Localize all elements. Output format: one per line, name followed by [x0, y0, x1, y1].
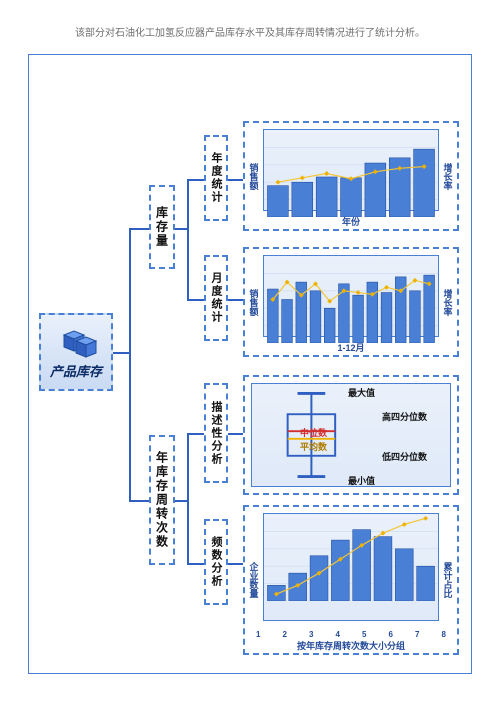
connector [129, 228, 131, 500]
chart-annual: 销售额 增长率 年份 [243, 121, 459, 231]
leaf-frequency-analysis: 频数分析 [204, 519, 228, 605]
tick-label: 5 [362, 630, 366, 639]
connector [113, 352, 129, 354]
root-node-product-inventory: 产品库存 [39, 313, 113, 391]
label-max: 最大值 [348, 386, 375, 399]
page-title: 该部分对石油化工加氢反应器产品库存水平及其库存周转情况进行了统计分析。 [0, 24, 500, 39]
x-label: 1-12月 [245, 341, 457, 354]
y-right-label: 增长率 [441, 249, 455, 355]
connector [187, 433, 189, 563]
label-mean: 平均数 [300, 440, 327, 453]
plot-area [263, 255, 439, 337]
plot-area [263, 129, 439, 211]
connector [187, 433, 204, 435]
boxplot-svg [252, 384, 450, 486]
label-q3: 高四分位数 [382, 410, 427, 423]
category-ticks: 1 2 3 4 5 6 7 8 [245, 630, 457, 639]
bars-svg [264, 130, 438, 217]
leaf-descriptive-analysis: 描述性分析 [204, 383, 228, 483]
connector [129, 500, 149, 502]
tick-label: 3 [309, 630, 313, 639]
plot-area: 最大值 高四分位数 中位数 平均数 低四分位数 最小值 [251, 383, 451, 487]
x-label: 年份 [245, 215, 457, 228]
x-label: 按年库存周转次数大小分组 [245, 639, 457, 652]
y-left-label: 销售额 [247, 249, 261, 355]
chart-boxplot: 最大值 高四分位数 中位数 平均数 低四分位数 最小值 [243, 375, 459, 495]
leaf-monthly-stats: 月度统计 [204, 255, 228, 341]
tick-label: 4 [336, 630, 340, 639]
tick-label: 8 [442, 630, 446, 639]
connector [228, 563, 243, 565]
label-min: 最小值 [348, 474, 375, 487]
connector [175, 500, 187, 502]
tick-label: 2 [283, 630, 287, 639]
label-median: 中位数 [300, 426, 327, 439]
connector [187, 179, 189, 299]
plot-area [263, 513, 439, 621]
diagram-frame: 产品库存 库存量 年库存周转次数 年度统计 月度统计 描述性分析 频数分析 销售… [28, 54, 472, 674]
bars-svg [264, 256, 438, 343]
chart-frequency: 企业数量 累计占比 12345678 按年库存周转次数大小分组 [243, 505, 459, 655]
connector [175, 228, 187, 230]
chart-monthly: 销售额 增长率 1-12月 [243, 247, 459, 357]
tick-label: 6 [389, 630, 393, 639]
y-right-label: 增长率 [441, 123, 455, 229]
connector [187, 179, 204, 181]
y-left-label: 销售额 [247, 123, 261, 229]
cubes-icon [54, 325, 98, 359]
branch-inventory-amount: 库存量 [149, 185, 175, 269]
connector [129, 228, 149, 230]
connector [187, 563, 204, 565]
tick-label: 7 [415, 630, 419, 639]
branch-turnover-count: 年库存周转次数 [149, 435, 175, 565]
label-q1: 低四分位数 [382, 450, 427, 463]
connector [228, 299, 243, 301]
connector [228, 179, 243, 181]
connector [228, 433, 243, 435]
connector [187, 299, 204, 301]
bars-svg [264, 514, 438, 601]
root-label: 产品库存 [50, 361, 102, 380]
tick-label: 1 [256, 630, 260, 639]
leaf-annual-stats: 年度统计 [204, 135, 228, 221]
